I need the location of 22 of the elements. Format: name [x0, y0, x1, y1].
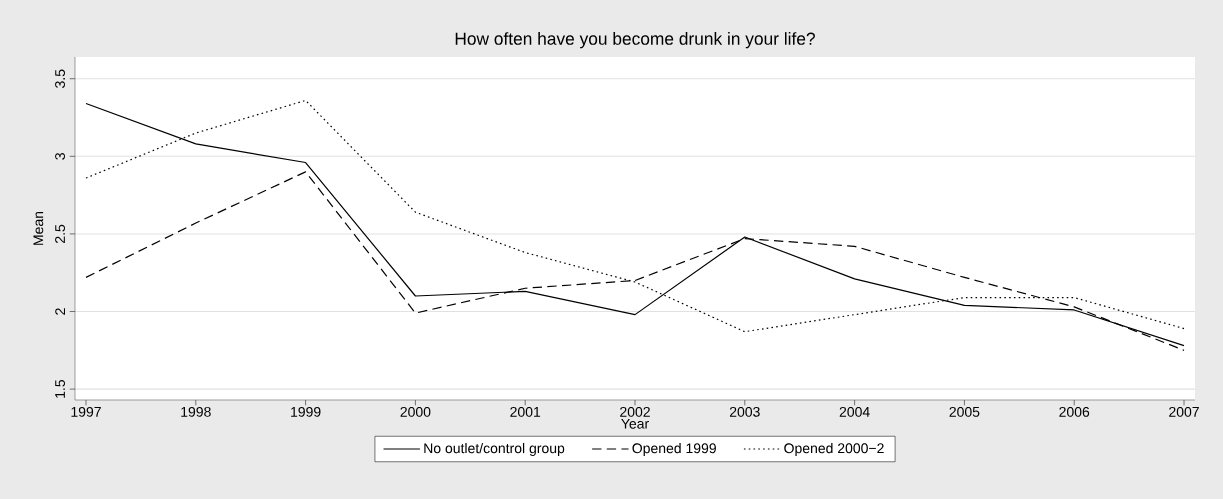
x-axis-title: Year: [621, 418, 649, 429]
y-tick-label: 3: [55, 153, 65, 160]
x-tick-label: 1999: [291, 406, 321, 417]
legend-label: Opened 2000−2: [784, 442, 884, 456]
y-tick-label: 2: [55, 308, 65, 315]
x-tick-label: 2001: [510, 406, 541, 417]
y-tick-label: 2.5: [55, 224, 65, 243]
legend-label: Opened 1999: [632, 442, 716, 456]
x-tick-label: 2005: [949, 406, 980, 417]
y-tick-label: 1.5: [55, 379, 65, 398]
legend-label: No outlet/control group: [424, 442, 565, 456]
x-tick-label: 2007: [1169, 406, 1199, 417]
x-tick-label: 2006: [1059, 406, 1090, 417]
chart-title: How often have you become drunk in your life?: [455, 32, 815, 49]
x-tick-label: 1998: [181, 406, 211, 417]
y-axis-title: Mean: [33, 211, 44, 245]
x-tick-label: 2004: [839, 406, 870, 417]
x-tick-label: 2003: [729, 406, 760, 417]
y-tick-label: 3.5: [55, 69, 65, 88]
x-tick-label: 1997: [71, 406, 101, 417]
x-tick-label: 2002: [620, 406, 650, 417]
x-tick-label: 2000: [400, 406, 431, 417]
